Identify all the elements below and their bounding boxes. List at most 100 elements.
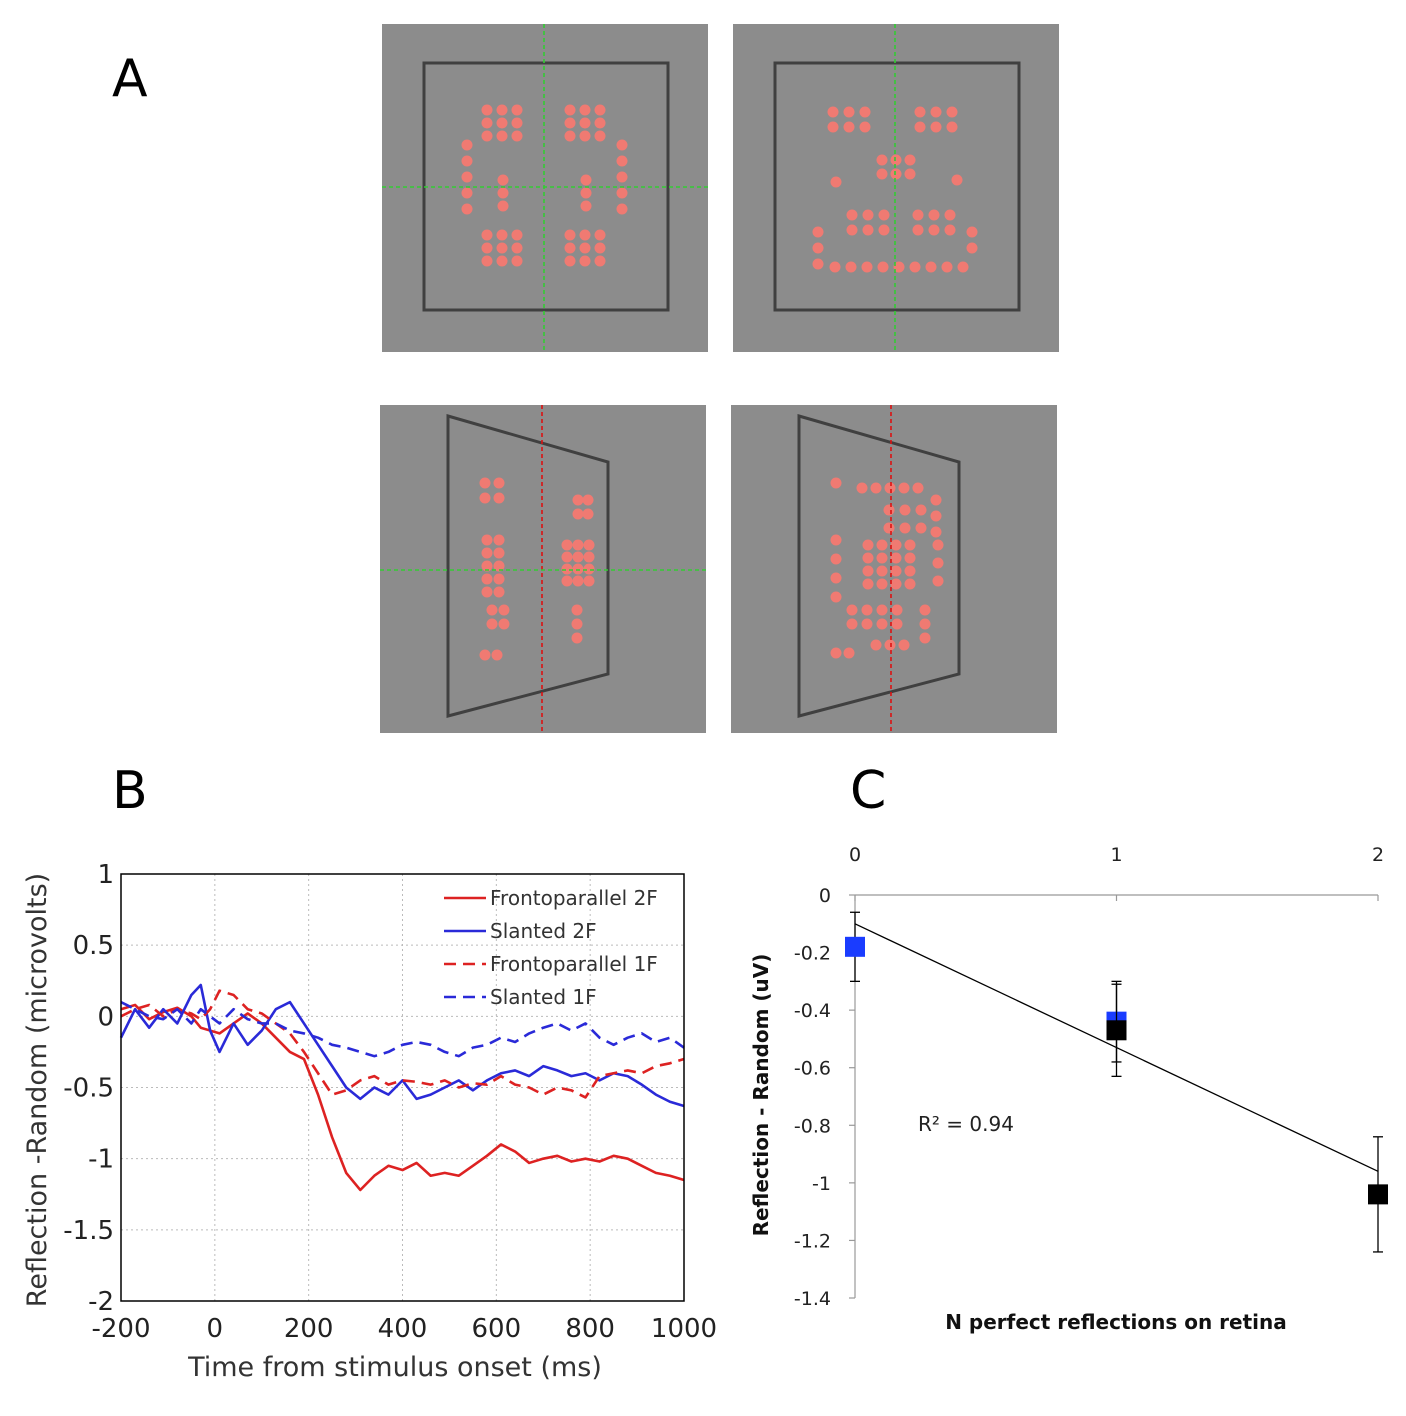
stimulus-dot [890,565,902,577]
plot-frame [120,873,685,1302]
stimulus-dot [616,171,628,183]
stimulus-dot [909,261,921,273]
series-lines [119,983,685,1192]
stimulus-dot [511,104,523,116]
stimulus-dot [912,224,924,236]
stimulus-dot [579,229,591,241]
y-tick-label: 1 [97,860,114,890]
stimulus-slanted-2f [380,405,706,733]
stimulus-dot [572,508,584,520]
stimulus-dot [481,130,493,142]
stimulus-dot [493,586,505,598]
stimulus-dot [876,618,888,630]
panel-b-letter: B [112,761,148,821]
stimulus-dot [946,106,958,118]
stimulus-dot [890,552,902,564]
stimulus-dot [919,632,931,644]
stimulus-dot [571,604,583,616]
stimulus-dot [862,552,874,564]
stimulus-dot [594,104,606,116]
stimulus-dot [511,242,523,254]
stimulus-dot [580,200,592,212]
stimulus-dot [616,187,628,199]
y-axis-ticks: 0 -0.2 -0.4 -0.6 -0.8 -1 -1.2 -1.4 [794,885,855,1310]
stimulus-dot [572,539,584,551]
dot-pattern [461,104,628,267]
stimulus-dot [932,575,944,587]
stimulus-dot [890,539,902,551]
stimulus-dot [856,482,868,494]
stimulus-dot [481,586,493,598]
stimulus-dot [919,604,931,616]
stimulus-dot [579,104,591,116]
stimulus-dot [594,229,606,241]
stimulus-dot [830,647,842,659]
y-tick-label: -1 [88,1145,114,1175]
stimulus-dot [930,494,942,506]
stimulus-dot [511,229,523,241]
stimulus-dot [883,522,895,534]
stimulus-dot [461,139,473,151]
y-tick-label: -1.5 [63,1216,114,1246]
stimulus-dot [481,242,493,254]
stimulus-dot [461,155,473,167]
stimulus-dot [582,494,594,506]
stimulus-dot [928,224,940,236]
stimulus-dot [862,578,874,590]
series-line [120,1003,685,1192]
stimulus-dot [498,618,510,630]
stimulus-dot [572,563,584,575]
stimulus-frontoparallel-1f [733,24,1059,352]
stimulus-dot [876,604,888,616]
legend-label: Frontoparallel 2F [490,886,658,910]
stimulus-dot [899,522,911,534]
stimulus-dot [890,168,902,180]
stimulus-dot [496,242,508,254]
data-point-square [1368,1184,1388,1205]
stimulus-dot [583,551,595,563]
stimulus-dot [843,647,855,659]
stimulus-dot [564,117,576,129]
y-tick-label: -1.2 [794,1230,831,1252]
x-tick-label: 0 [849,844,861,866]
stimulus-dot [479,477,491,489]
stimulus-dot [481,117,493,129]
stimulus-dot [876,552,888,564]
chart-c: 0 1 2 0 -0.2 -0.4 -0.6 -0.8 -1 -1.2 -1.4 R² = 0.9… [749,844,1388,1334]
x-tick-label: 600 [472,1314,522,1344]
legend: Frontoparallel 2F Slanted 2F Frontoparalle… [444,886,658,1009]
stimulus-dot [594,130,606,142]
stimulus-dot [497,200,509,212]
stimulus-dot [870,639,882,651]
stimulus-dot [944,209,956,221]
stimulus-dot [572,575,584,587]
stimulus-background [380,405,706,733]
y-tick-label: 0 [97,1002,114,1032]
stimulus-dot [481,229,493,241]
stimulus-dot [481,573,493,585]
stimulus-dot [481,547,493,559]
stimulus-dot [561,539,573,551]
stimulus-dot [878,224,890,236]
y-tick-label: -1 [812,1173,831,1195]
stimulus-dot [493,560,505,572]
stimulus-dot [932,557,944,569]
stimulus-dot [951,174,963,186]
y-tick-label: -0.5 [63,1074,114,1104]
stimulus-dot [904,578,916,590]
stimulus-dot [493,573,505,585]
stimulus-dot [493,477,505,489]
stimulus-dot [580,187,592,199]
stimulus-dot [481,534,493,546]
stimulus-dot [946,121,958,133]
stimulus-dot [572,494,584,506]
stimulus-dot [583,563,595,575]
legend-label: Slanted 2F [490,919,597,943]
stimulus-dot [915,522,927,534]
stimulus-dot [912,209,924,221]
stimulus-dot [461,203,473,215]
stimulus-dot [830,553,842,565]
stimulus-dot [594,255,606,267]
stimulus-dot [891,618,903,630]
stimulus-frame-slanted [797,414,961,718]
